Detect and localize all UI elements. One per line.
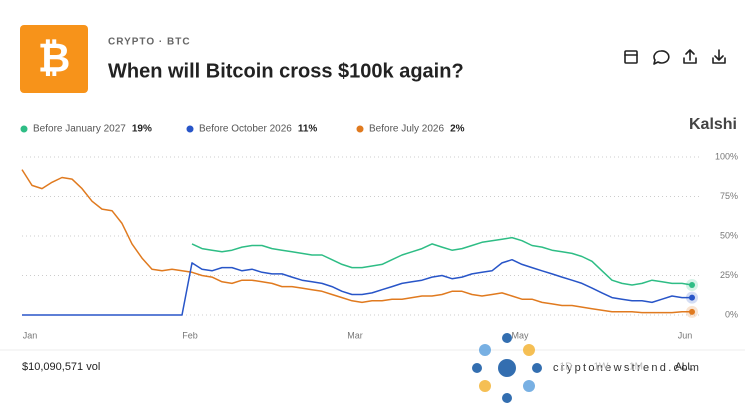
- y-tick-label: 50%: [720, 230, 738, 240]
- range-button[interactable]: ALL: [675, 362, 693, 373]
- legend-swatch: [186, 125, 194, 133]
- volume: $10,090,571 vol: [22, 361, 100, 373]
- legend-label: Before October 2026: [199, 124, 292, 135]
- download-icon[interactable]: [712, 49, 726, 64]
- brand: Kalshi: [689, 116, 737, 133]
- x-tick-label: Jan: [23, 330, 38, 340]
- x-tick-label: May: [511, 330, 529, 340]
- legend-swatch: [20, 125, 28, 133]
- y-tick-label: 75%: [720, 191, 738, 201]
- end-dot: [689, 281, 695, 288]
- y-tick-label: 0%: [725, 309, 738, 319]
- end-dot: [689, 308, 695, 315]
- y-tick-label: 100%: [715, 151, 738, 161]
- legend-value: 2%: [450, 124, 465, 135]
- logo: [20, 25, 88, 93]
- range-button[interactable]: 1W: [594, 362, 610, 373]
- chart-title: When will Bitcoin cross $100k again?: [108, 60, 464, 82]
- watermark: [472, 333, 542, 403]
- legend-value: 19%: [132, 124, 152, 135]
- legend-label: Before January 2027: [33, 124, 126, 135]
- x-tick-label: Jun: [678, 330, 693, 340]
- logo-glyph: ₿: [38, 37, 71, 81]
- legend-label: Before July 2026: [369, 124, 444, 135]
- watermark-text: cryptonewstrend.com: [553, 362, 701, 374]
- end-dot: [689, 294, 695, 301]
- x-tick-label: Mar: [347, 330, 363, 340]
- calendar-icon[interactable]: [624, 50, 638, 64]
- series-line: [22, 258, 692, 316]
- legend-value: 11%: [298, 124, 318, 135]
- series-line: [191, 236, 693, 286]
- category: CRYPTO · BTC: [108, 37, 191, 48]
- y-tick-label: 25%: [720, 270, 738, 280]
- share-icon[interactable]: [683, 49, 697, 64]
- range-button[interactable]: 1M: [629, 362, 643, 373]
- series-line: [21, 169, 692, 314]
- x-tick-label: Feb: [182, 330, 198, 340]
- legend-swatch: [356, 125, 364, 133]
- range-button[interactable]: 1D: [560, 362, 573, 373]
- comment-icon[interactable]: [653, 50, 670, 65]
